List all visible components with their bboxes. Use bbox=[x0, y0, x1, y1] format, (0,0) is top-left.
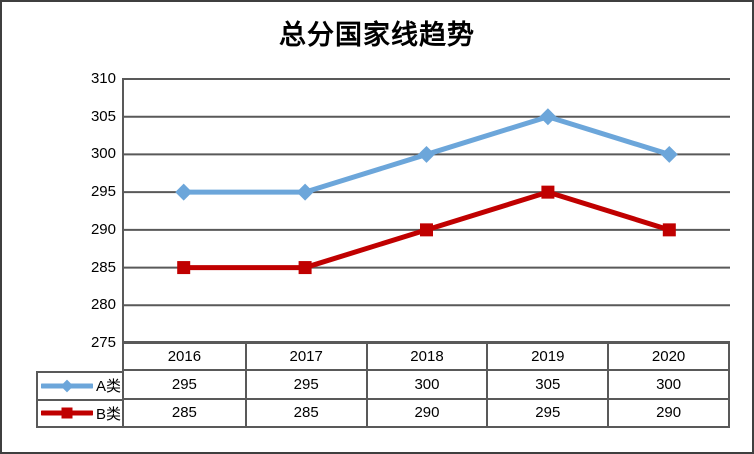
y-tick-label: 300 bbox=[90, 145, 116, 163]
value-cell: 300 bbox=[607, 371, 728, 398]
legend-line-square-icon bbox=[41, 407, 93, 419]
year-cell: 2017 bbox=[244, 343, 366, 370]
square-marker bbox=[177, 261, 191, 275]
value-cell: 295 bbox=[486, 399, 607, 426]
value-cell: 295 bbox=[244, 371, 366, 398]
year-cell: 2019 bbox=[486, 343, 607, 370]
diamond-marker bbox=[418, 145, 435, 163]
legend: A类 B类 bbox=[36, 371, 124, 428]
y-tick-label: 310 bbox=[90, 70, 116, 87]
square-marker bbox=[298, 261, 312, 275]
diamond-marker bbox=[539, 108, 557, 126]
y-tick-label: 285 bbox=[90, 258, 116, 276]
legend-item: A类 bbox=[38, 373, 122, 399]
value-cell: 290 bbox=[365, 399, 487, 426]
table-series-row: 285 285 290 295 290 bbox=[124, 397, 728, 426]
y-tick-label: 280 bbox=[90, 296, 116, 314]
year-cell: 2018 bbox=[365, 343, 487, 370]
table-header-row: 2016 2017 2018 2019 2020 bbox=[124, 343, 728, 370]
y-tick-label: 305 bbox=[90, 107, 116, 125]
value-cell: 285 bbox=[171, 404, 197, 422]
diamond-marker bbox=[660, 145, 678, 163]
square-marker bbox=[662, 223, 676, 237]
square-marker bbox=[541, 185, 555, 199]
chart-title: 总分国家线趋势 bbox=[279, 20, 475, 50]
value-cell: 290 bbox=[607, 399, 728, 426]
year-cell: 2020 bbox=[607, 343, 728, 370]
value-cell: 305 bbox=[486, 371, 607, 398]
value-cell: 285 bbox=[244, 399, 366, 426]
value-cell: 295 bbox=[171, 375, 197, 393]
year-cell: 2016 bbox=[167, 347, 202, 365]
series-1-line bbox=[177, 185, 676, 275]
diamond-marker bbox=[175, 183, 193, 201]
legend-square-marker bbox=[61, 407, 73, 419]
value-cell: 300 bbox=[365, 371, 487, 398]
y-tick-label: 275 bbox=[90, 334, 116, 351]
legend-item: B类 bbox=[38, 398, 122, 427]
gridlines bbox=[123, 78, 730, 344]
y-tick-label: 290 bbox=[90, 220, 116, 238]
legend-line-diamond-icon bbox=[41, 379, 93, 393]
data-table: 2016 2017 2018 2019 2020 295 295 300 305 300 285 28… bbox=[122, 341, 730, 428]
series-0-line bbox=[175, 108, 678, 201]
square-marker bbox=[420, 223, 433, 237]
legend-label: B类 bbox=[96, 405, 122, 423]
table-series-row: 295 295 300 305 300 bbox=[124, 369, 728, 398]
diamond-marker bbox=[296, 183, 314, 201]
legend-label: A类 bbox=[96, 378, 122, 396]
y-tick-label: 295 bbox=[90, 183, 116, 201]
legend-diamond-marker bbox=[60, 379, 74, 393]
